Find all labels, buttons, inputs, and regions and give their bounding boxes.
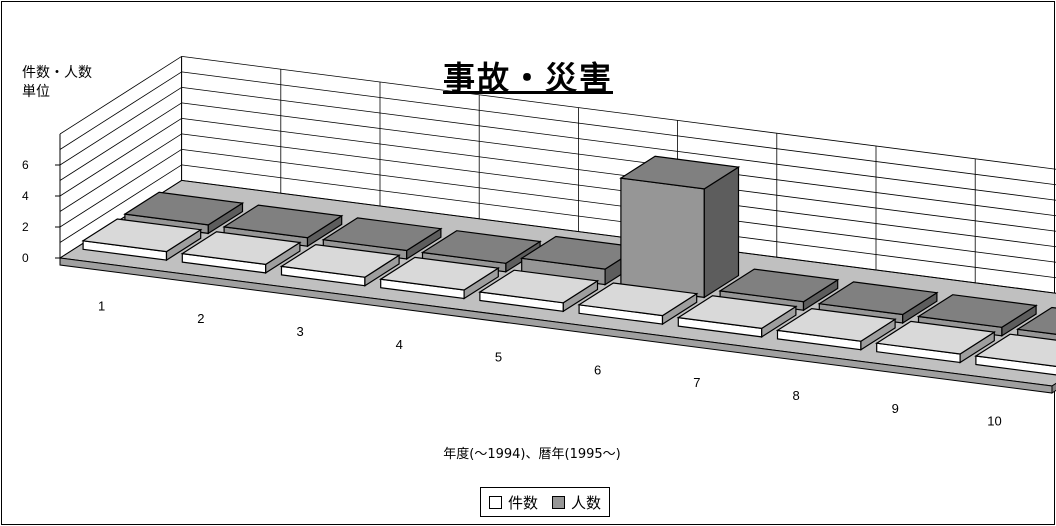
bar-series-2-cat-9-top xyxy=(916,294,1038,328)
side-wall-gridline xyxy=(59,149,182,228)
bar-series-2-cat-4-top xyxy=(420,230,542,264)
bar-series-2-cat-8-top xyxy=(817,281,939,316)
back-wall-gridline xyxy=(181,71,1056,186)
x-tick-label: 9 xyxy=(892,401,899,416)
legend-label-series-2: 人数 xyxy=(571,493,602,512)
bar-series-2-cat-6-front xyxy=(620,177,705,299)
side-wall-gridline xyxy=(59,133,182,212)
bar-series-1-cat-8 xyxy=(775,307,897,351)
y-tick-label: 2 xyxy=(22,220,29,234)
bar-series-1-cat-5-top xyxy=(478,269,600,304)
y-tick-label: 4 xyxy=(22,189,29,203)
y-axis-label-line-2: 単位 xyxy=(22,84,50,100)
bar-series-1-cat-8-top xyxy=(775,307,897,342)
x-tick-label: 5 xyxy=(495,350,502,365)
chart-bars xyxy=(81,155,1056,376)
bar-series-1-cat-9-top xyxy=(874,320,997,355)
bar-series-2-cat-1-top xyxy=(123,191,245,226)
bar-series-1-cat-10-front xyxy=(975,355,1056,376)
bar-series-1-cat-5 xyxy=(478,269,600,313)
floor-side-edge xyxy=(1051,382,1056,394)
y-tick-label: 6 xyxy=(22,158,29,172)
bar-series-2-cat-10-top xyxy=(1015,306,1056,335)
back-wall-gridline xyxy=(181,87,1056,201)
chart-tick-labels: 0 2 4 6 1 2 3 4 5 6 7 8 9 10 xyxy=(22,158,1002,429)
chart-axes xyxy=(55,56,183,259)
chart-legend: 件数 人数 xyxy=(480,487,611,517)
back-wall-gridline xyxy=(181,56,1056,170)
bar-series-2-cat-7-top xyxy=(718,268,840,303)
bar-series-2-cat-2-top xyxy=(222,204,344,239)
y-tick-label: 0 xyxy=(22,251,29,265)
x-tick-label: 10 xyxy=(987,414,1001,429)
x-tick-label: 3 xyxy=(296,324,303,339)
x-axis-label: 年度(～1994)、暦年(1995～) xyxy=(443,447,621,462)
legend-swatch-series-1 xyxy=(489,495,502,509)
chart-title: 事故・災害 xyxy=(442,59,613,97)
bar-series-1-cat-2-top xyxy=(180,231,302,266)
side-wall-gridline xyxy=(59,118,182,197)
bar-series-1-cat-2 xyxy=(180,231,302,274)
side-wall-gridline xyxy=(59,164,182,243)
bar-series-2-cat-6 xyxy=(619,155,741,299)
bar-series-2-cat-4 xyxy=(420,230,542,273)
bar-series-1-cat-10 xyxy=(974,333,1056,376)
x-tick-label: 8 xyxy=(792,388,799,403)
bar-series-1-cat-1-top xyxy=(81,218,203,253)
bar-series-1-cat-3-top xyxy=(279,243,401,278)
bar-series-1-cat-4-top xyxy=(378,256,501,291)
bar-series-2-cat-6-side xyxy=(703,166,740,299)
x-tick-label: 6 xyxy=(594,362,601,377)
legend-swatch-series-2 xyxy=(552,495,566,509)
bar-series-1-cat-4 xyxy=(378,256,501,300)
side-wall-gridline xyxy=(59,87,182,166)
bar-series-1-cat-7-top xyxy=(676,295,798,330)
bar-series-1-cat-6 xyxy=(577,282,699,326)
side-wall-gridline xyxy=(59,71,182,150)
bar-series-1-cat-7 xyxy=(676,295,798,338)
bar-series-2-cat-6-top xyxy=(619,155,741,190)
x-tick-label: 7 xyxy=(693,375,700,390)
legend-label-series-1: 件数 xyxy=(508,493,539,512)
bar-series-1-cat-1 xyxy=(81,218,203,262)
bar-series-1-cat-3 xyxy=(279,243,401,287)
bar-series-2-cat-3-top xyxy=(321,217,443,252)
side-wall-gridline xyxy=(59,56,182,135)
bar-series-1-cat-9 xyxy=(874,320,997,364)
bar-series-1-cat-10-top xyxy=(974,333,1056,367)
legend-item-series-1: 件数 xyxy=(489,492,538,513)
side-wall-gridline xyxy=(59,102,182,181)
x-tick-label: 1 xyxy=(98,298,105,313)
x-tick-label: 4 xyxy=(396,337,403,352)
legend-item-series-2: 人数 xyxy=(552,492,601,513)
y-axis-label-line-1: 件数・人数 xyxy=(22,65,92,81)
x-tick-label: 2 xyxy=(197,311,204,326)
bar-series-1-cat-6-top xyxy=(577,282,699,317)
